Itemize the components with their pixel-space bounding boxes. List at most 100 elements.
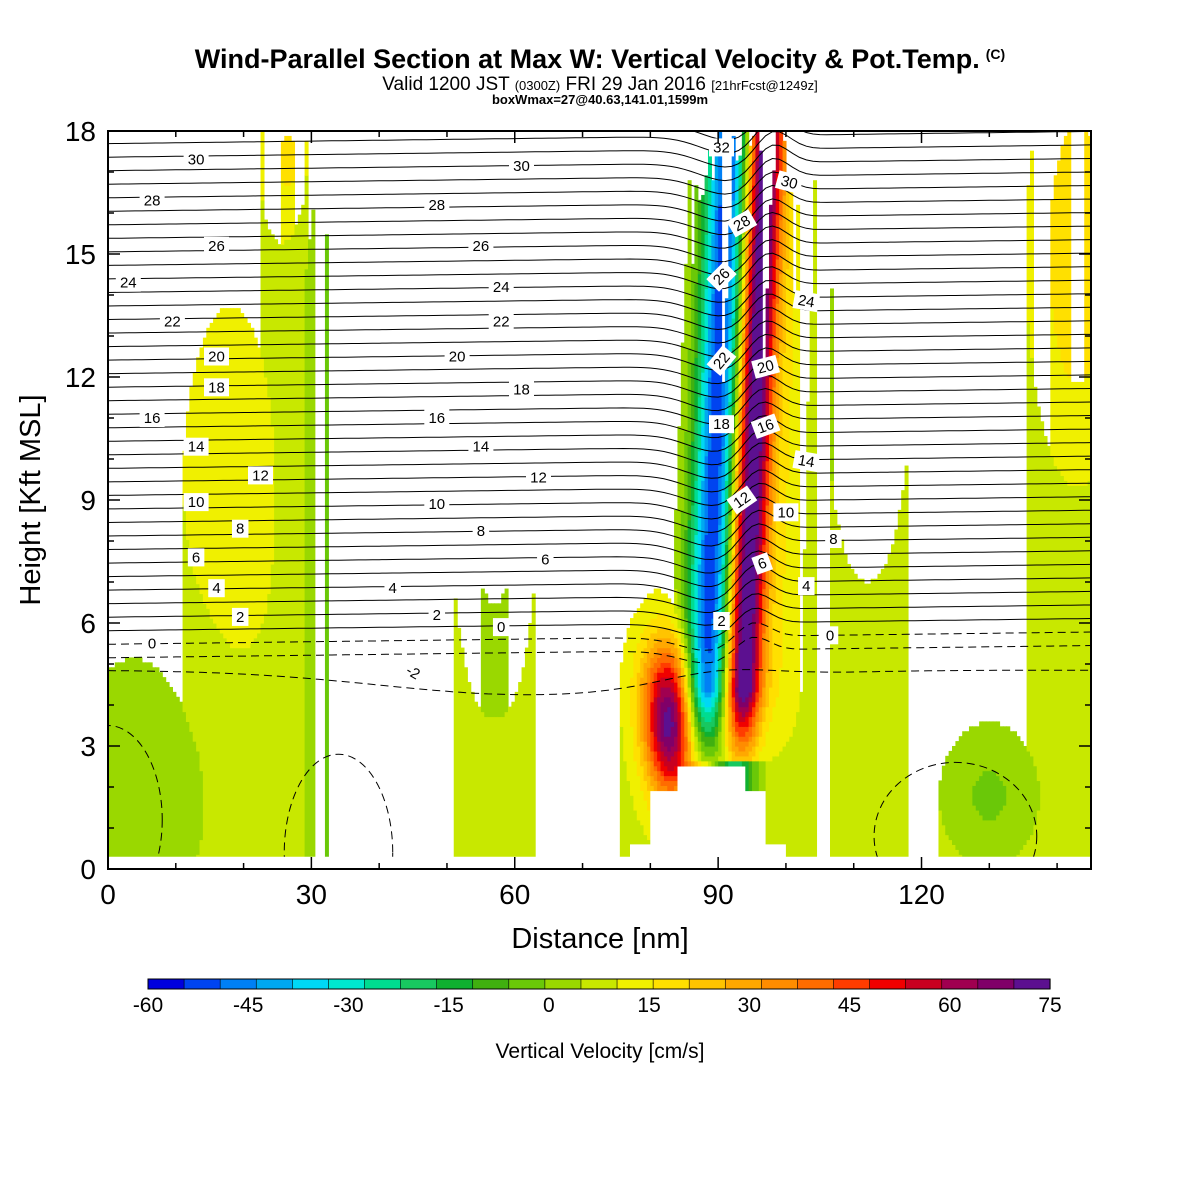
velocity-cell bbox=[691, 677, 696, 693]
velocity-cell bbox=[738, 268, 743, 294]
velocity-cell bbox=[660, 637, 665, 649]
velocity-cell bbox=[704, 736, 709, 747]
velocity-cell bbox=[684, 667, 689, 678]
colorbar-swatch bbox=[472, 978, 510, 990]
velocity-cell bbox=[219, 308, 224, 634]
velocity-cell bbox=[735, 377, 740, 403]
velocity-cell bbox=[1019, 741, 1024, 850]
velocity-cell bbox=[684, 691, 689, 703]
velocity-cell bbox=[748, 726, 753, 737]
velocity-cell bbox=[192, 741, 197, 869]
velocity-cell bbox=[680, 509, 685, 609]
theta-contour-label: 32 bbox=[709, 138, 734, 157]
velocity-cell bbox=[677, 750, 682, 772]
theta-label-text: 2 bbox=[717, 613, 725, 630]
velocity-cell bbox=[236, 308, 241, 649]
velocity-cell bbox=[718, 667, 723, 693]
velocity-cell bbox=[1036, 809, 1041, 869]
colorbar-swatch bbox=[219, 978, 257, 990]
velocity-cell bbox=[701, 258, 706, 314]
chart-subtitle: Valid 1200 JST (0300Z) FRI 29 Jan 2016 [… bbox=[0, 74, 1200, 96]
velocity-cell bbox=[843, 554, 848, 869]
valid-zulu: (0300Z) bbox=[514, 78, 561, 93]
velocity-cell bbox=[663, 746, 668, 757]
velocity-cell bbox=[762, 500, 767, 545]
colorbar-swatch bbox=[688, 978, 726, 990]
velocity-cell bbox=[697, 711, 702, 722]
velocity-cell bbox=[758, 150, 763, 452]
velocity-cell bbox=[887, 554, 892, 869]
velocity-cell bbox=[1067, 377, 1072, 486]
velocity-cell bbox=[782, 258, 787, 353]
theta-label-box bbox=[706, 345, 737, 376]
velocity-cell bbox=[999, 780, 1004, 811]
velocity-cell bbox=[724, 480, 729, 516]
velocity-cell bbox=[1057, 347, 1062, 472]
velocity-cell bbox=[172, 691, 177, 869]
velocity-cell bbox=[650, 593, 655, 619]
velocity-cell bbox=[938, 780, 943, 811]
theta-contour-label: 10 bbox=[424, 495, 450, 514]
velocity-cell bbox=[670, 603, 675, 624]
velocity-cell bbox=[1040, 421, 1045, 869]
velocity-cell bbox=[738, 317, 743, 344]
velocity-cell bbox=[731, 711, 736, 727]
velocity-cell bbox=[674, 588, 679, 614]
velocity-cell bbox=[660, 785, 665, 791]
velocity-cell bbox=[657, 672, 662, 683]
velocity-cell bbox=[680, 696, 685, 713]
velocity-cell bbox=[765, 332, 770, 378]
theta-contour-line bbox=[108, 482, 1091, 520]
theta-contour-line bbox=[108, 211, 1091, 249]
velocity-cell bbox=[779, 273, 784, 344]
theta-contour-label: 28 bbox=[139, 191, 165, 210]
velocity-cell bbox=[670, 691, 675, 703]
theta-contour-label: 2 bbox=[713, 612, 730, 630]
theta-contour-line bbox=[108, 320, 1091, 358]
velocity-cell bbox=[491, 716, 496, 869]
velocity-cell bbox=[724, 691, 729, 747]
velocity-cell bbox=[1060, 145, 1065, 363]
velocity-cell bbox=[233, 308, 238, 649]
theta-contour-line bbox=[108, 442, 1091, 479]
velocity-cell bbox=[501, 593, 506, 718]
theta-label-text: 18 bbox=[208, 379, 225, 396]
velocity-cell bbox=[650, 657, 655, 668]
colorbar-swatch bbox=[905, 978, 943, 990]
theta-contour-label: 26 bbox=[468, 236, 494, 255]
theta-label-box bbox=[825, 530, 842, 548]
velocity-cell bbox=[714, 150, 719, 211]
velocity-cell bbox=[267, 229, 272, 398]
velocity-cell bbox=[948, 839, 953, 869]
velocity-cell bbox=[707, 258, 712, 314]
velocity-cell bbox=[738, 391, 743, 413]
velocity-cell bbox=[674, 509, 679, 590]
velocity-cell bbox=[704, 711, 709, 722]
velocity-cell bbox=[762, 416, 767, 462]
theta-contour-label: 0 bbox=[492, 618, 510, 637]
velocity-cell bbox=[758, 706, 763, 722]
velocity-cell bbox=[301, 204, 306, 869]
velocity-cell bbox=[1074, 485, 1079, 869]
velocity-cell bbox=[633, 760, 638, 811]
velocity-cell bbox=[752, 706, 757, 718]
velocity-cell bbox=[636, 775, 641, 821]
velocity-cell bbox=[646, 652, 651, 668]
velocity-cell bbox=[165, 682, 170, 869]
velocity-cell bbox=[996, 814, 1001, 869]
velocity-cell bbox=[680, 642, 685, 654]
velocity-cell bbox=[731, 736, 736, 752]
velocity-cell bbox=[721, 529, 726, 565]
velocity-cell bbox=[765, 672, 770, 708]
velocity-cell bbox=[663, 647, 668, 654]
velocity-cell bbox=[707, 450, 712, 654]
velocity-cell bbox=[728, 327, 733, 368]
theta-label-box bbox=[492, 618, 510, 637]
velocity-cell bbox=[108, 667, 112, 869]
velocity-cell bbox=[192, 372, 197, 575]
velocity-cell bbox=[792, 726, 797, 869]
theta-label-box bbox=[537, 550, 554, 569]
velocity-cell bbox=[765, 731, 770, 762]
velocity-cell bbox=[657, 647, 662, 659]
velocity-cell bbox=[694, 421, 699, 481]
